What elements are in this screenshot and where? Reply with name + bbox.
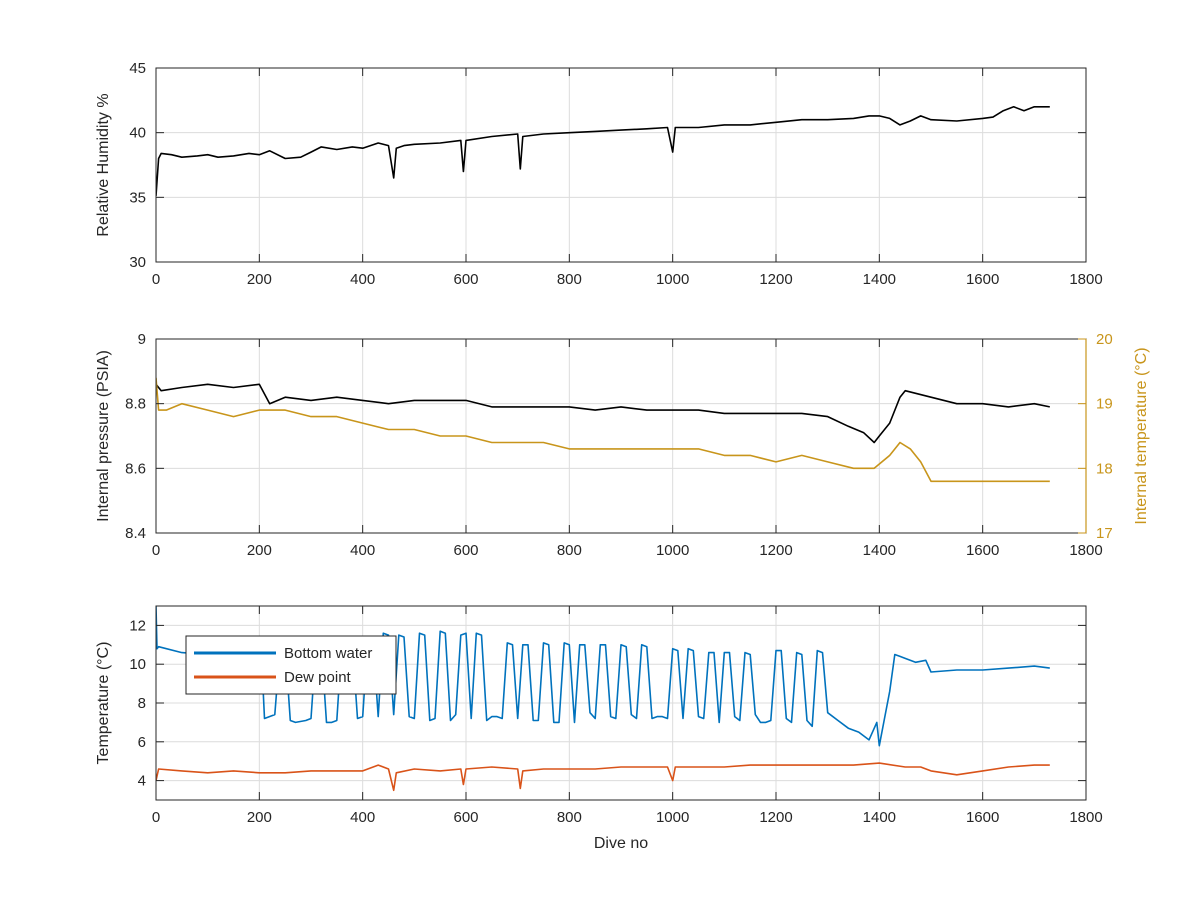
x-tick-label: 1400 [863, 542, 896, 559]
subplot-2: 0 200 400 600 800 1000 1200 1400 1600 1800 8.4 8.6 8… [95, 331, 1150, 559]
y-tick-label: 40 [129, 125, 146, 142]
y-tick-label: 8.4 [125, 525, 146, 542]
x-tick-label: 1400 [863, 809, 896, 826]
x-tick-label: 1600 [966, 271, 999, 288]
y-tick-label: 45 [129, 60, 146, 77]
y-tick-label: 12 [129, 617, 146, 634]
x-tick-label: 1800 [1069, 271, 1102, 288]
legend-box [185, 635, 397, 695]
x-tick-label: 1000 [656, 809, 689, 826]
right-y-tick-label: 20 [1096, 331, 1113, 348]
x-tick-label: 600 [453, 809, 478, 826]
legend: Bottom water Dew point [185, 635, 397, 695]
y-tick-label: 30 [129, 254, 146, 271]
x-tick-label: 1000 [656, 271, 689, 288]
x-tick-label: 1800 [1069, 542, 1102, 559]
right-y-axis-label: Internal temperature (°C) [1133, 347, 1150, 524]
y-tick-label: 6 [138, 734, 146, 751]
y-tick-label: 8 [138, 695, 146, 712]
x-tick-label: 1400 [863, 271, 896, 288]
y-tick-label: 8.6 [125, 460, 146, 477]
x-tick-label: 800 [557, 271, 582, 288]
y-tick-label: 4 [138, 773, 146, 790]
legend-label: Bottom water [284, 645, 372, 662]
x-tick-label: 400 [350, 809, 375, 826]
x-tick-label: 1600 [966, 809, 999, 826]
series-line-1 [156, 383, 1050, 444]
series-dew-point [156, 762, 1050, 792]
y-tick-label: 8.8 [125, 396, 146, 413]
x-tick-label: 800 [557, 542, 582, 559]
subplots: 0 200 400 600 800 1000 1200 1400 1600 18003035404… [95, 60, 1150, 852]
right-y-tick-label: 17 [1096, 525, 1113, 542]
x-tick-label: 600 [453, 542, 478, 559]
series-line-2 [156, 377, 1050, 483]
x-tick-label: 400 [350, 271, 375, 288]
x-tick-label: 1200 [759, 809, 792, 826]
series-line-1 [156, 106, 1050, 197]
x-axis-label: Dive no [594, 835, 648, 852]
x-tick-label: 0 [152, 809, 160, 826]
x-tick-label: 1600 [966, 542, 999, 559]
subplot-3: 0 200 400 600 800 1000 1200 1400 1600 1800 4 6 8 10 12… [95, 605, 1103, 852]
x-tick-label: 200 [247, 542, 272, 559]
subplot-1: 0 200 400 600 800 1000 1200 1400 1600 1800 30 35 40 4… [95, 60, 1103, 288]
x-tick-label: 400 [350, 542, 375, 559]
right-y-tick-label: 19 [1096, 396, 1113, 413]
right-y-tick-label: 18 [1096, 460, 1113, 477]
axes-box [155, 67, 1087, 263]
x-tick-label: 800 [557, 809, 582, 826]
x-tick-label: 0 [152, 271, 160, 288]
y-axis-label: Temperature (°C) [95, 642, 112, 765]
y-axis-label: Internal pressure (PSIA) [95, 350, 112, 522]
x-tick-label: 200 [247, 271, 272, 288]
y-axis-label: Relative Humidity % [95, 93, 112, 236]
x-tick-label: 200 [247, 809, 272, 826]
x-tick-label: 1200 [759, 542, 792, 559]
legend-label: Dew point [284, 669, 352, 686]
x-tick-label: 1000 [656, 542, 689, 559]
y-tick-label: 10 [129, 656, 146, 673]
x-tick-label: 1200 [759, 271, 792, 288]
x-tick-label: 600 [453, 271, 478, 288]
y-tick-label: 9 [138, 331, 146, 348]
x-tick-label: 0 [152, 542, 160, 559]
x-tick-label: 1800 [1069, 809, 1102, 826]
y-tick-label: 35 [129, 189, 146, 206]
